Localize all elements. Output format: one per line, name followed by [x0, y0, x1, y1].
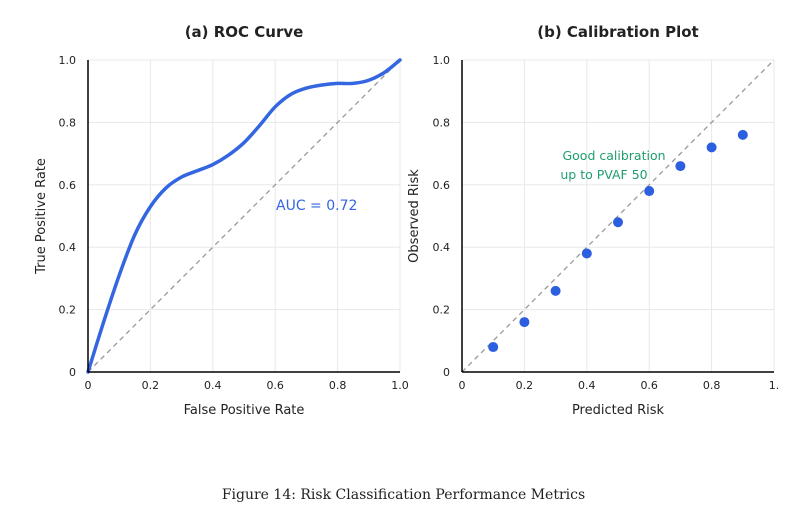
roc-curve-line — [86, 58, 402, 374]
roc-y-tick-label: 0.2 — [59, 304, 77, 317]
calibration-y-tick-label: 0.4 — [433, 241, 451, 254]
calibration-reference-line — [461, 59, 775, 373]
calibration-points — [488, 129, 748, 353]
roc-x-tick-label: 0 — [85, 379, 92, 392]
roc-x-axis-label: False Positive Rate — [184, 403, 305, 418]
roc-y-tick-label: 0 — [69, 366, 76, 379]
calibration-point — [644, 186, 655, 197]
calibration-y-tick-label: 0.8 — [433, 116, 451, 129]
roc-x-tick-label: 0.2 — [142, 379, 160, 392]
calibration-x-tick-label: 0.6 — [640, 379, 658, 392]
calibration-point — [737, 129, 748, 140]
roc-x-ticks: 0 0.2 0.4 0.6 0.8 1.0 — [85, 379, 409, 392]
calibration-point — [519, 317, 530, 328]
calibration-x-tick-label: 0.4 — [578, 379, 596, 392]
calibration-y-tick-label: 0.2 — [433, 304, 451, 317]
calibration-point — [675, 161, 686, 172]
roc-y-axis-label: True Positive Rate — [34, 158, 49, 275]
calibration-point — [706, 142, 717, 153]
calibration-title: (b) Calibration Plot — [537, 23, 698, 41]
calibration-y-tick-label: 0.6 — [433, 179, 451, 192]
calibration-x-tick-label: 1. — [769, 379, 780, 392]
calibration-y-axis-label: Observed Risk — [407, 169, 422, 263]
calibration-point — [550, 285, 561, 296]
roc-y-tick-label: 0.8 — [59, 116, 77, 129]
roc-y-tick-label: 0.6 — [59, 179, 77, 192]
roc-x-tick-label: 1.0 — [391, 379, 409, 392]
figure: (a) ROC Curve 0 0.2 0.4 0.6 0.8 1.0 00.20.40.… — [34, 23, 779, 418]
calibration-y-tick-label: 1.0 — [433, 54, 451, 67]
calibration-x-axis-label: Predicted Risk — [572, 403, 665, 418]
roc-y-tick-label: 1.0 — [59, 54, 77, 67]
roc-panel: (a) ROC Curve 0 0.2 0.4 0.6 0.8 1.0 0 0.2 0.4 0.… — [34, 23, 409, 418]
figure-caption: Figure 14: Risk Classification Performan… — [221, 487, 586, 503]
roc-y-tick-label: 0.4 — [59, 241, 77, 254]
calibration-annotation-line-2: up to PVAF 50 — [560, 167, 647, 182]
calibration-x-tick-label: 0.2 — [516, 379, 534, 392]
roc-x-tick-label: 0.8 — [329, 379, 347, 392]
roc-grid — [87, 59, 401, 373]
calibration-point — [488, 342, 499, 353]
roc-x-tick-label: 0.4 — [204, 379, 222, 392]
auc-annotation: AUC = 0.72 — [276, 198, 357, 214]
roc-x-tick-label: 0.6 — [266, 379, 284, 392]
calibration-y-tick-label: 0 — [443, 366, 450, 379]
roc-title: (a) ROC Curve — [185, 23, 304, 41]
calibration-point — [581, 248, 592, 259]
calibration-annotation-line-1: Good calibration — [562, 148, 665, 163]
calibration-x-tick-label: 0.8 — [703, 379, 721, 392]
calibration-panel: (b) Calibration Plot 0 0.2 0.4 0.6 0.8 1. 0 0.… — [407, 23, 779, 418]
calibration-x-tick-label: 0 — [459, 379, 466, 392]
calibration-y-ticks: 0 0.2 0.4 0.6 0.8 1.0 — [433, 54, 451, 379]
calibration-x-ticks: 0 0.2 0.4 0.6 0.8 1. — [459, 379, 780, 392]
roc-reference-line — [87, 59, 401, 373]
calibration-point — [613, 217, 623, 228]
roc-y-ticks: 0 0.2 0.4 0.6 0.8 1.0 — [59, 54, 77, 379]
